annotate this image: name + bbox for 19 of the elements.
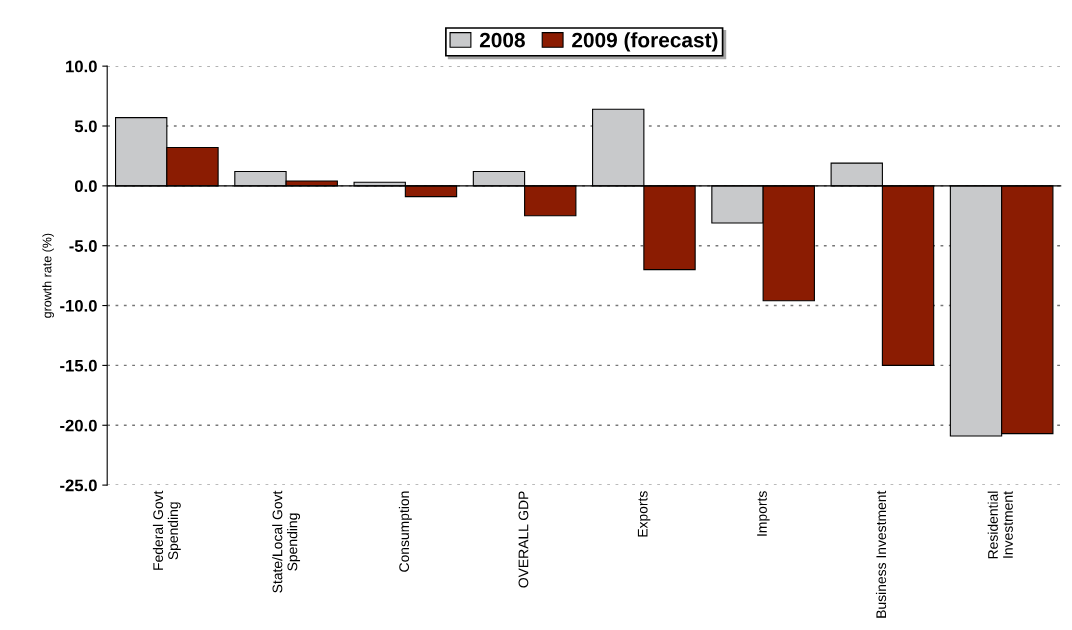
y-tick-label: -10.0 <box>60 299 97 312</box>
x-tick-label: Business Investment <box>875 490 887 618</box>
legend-label: 2008 <box>479 32 525 48</box>
y-tick-label: 5.0 <box>74 120 97 133</box>
x-tick-label: Consumption <box>398 491 412 572</box>
x-tick-label: Imports <box>757 491 770 536</box>
y-axis-title: growth rate (%) <box>42 233 54 318</box>
x-tick-label: Federal Govt Spending <box>152 490 181 570</box>
x-tick-label: OVERALL GDP <box>518 491 529 588</box>
y-tick-label: 10.0 <box>66 60 97 73</box>
y-tick-label: -5.0 <box>69 240 97 252</box>
legend-label: 2009 (forecast) <box>572 32 718 52</box>
y-tick-label: -25.0 <box>60 479 97 492</box>
y-tick-label: -15.0 <box>60 359 97 372</box>
y-tick-label: -20.0 <box>60 419 97 432</box>
x-tick-label: Residential Investment <box>987 491 1013 559</box>
y-tick-label: 0.0 <box>74 180 97 193</box>
x-tick-label: State/Local Govt Spending <box>272 490 301 593</box>
x-tick-label: Exports <box>637 491 651 537</box>
